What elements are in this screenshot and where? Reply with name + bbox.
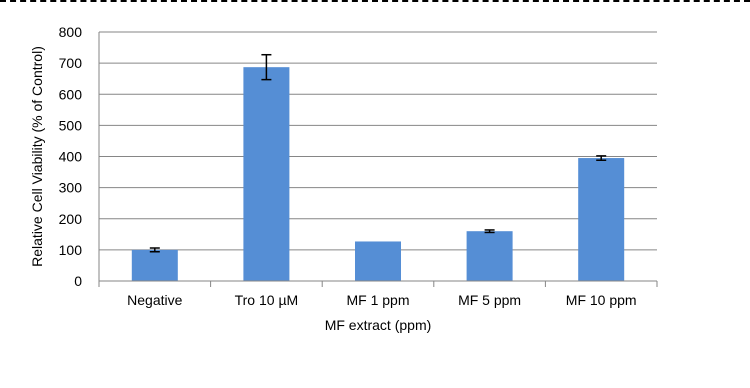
x-category-label: MF 1 ppm xyxy=(346,292,409,308)
y-tick-label: 100 xyxy=(59,242,83,258)
axes xyxy=(98,32,658,287)
top-dashed-border xyxy=(0,0,750,2)
bar xyxy=(355,241,401,281)
x-category-label: Negative xyxy=(127,292,182,308)
x-category-label: Tro 10 µM xyxy=(235,292,299,308)
bar xyxy=(131,249,178,281)
x-category-label: MF 5 ppm xyxy=(458,292,521,308)
y-tick-label: 300 xyxy=(59,180,83,196)
y-tick-label: 800 xyxy=(59,24,83,40)
x-axis-title: MF extract (ppm) xyxy=(325,317,432,333)
y-tick-labels: 0 100 200 300 400 500 600 700 800 xyxy=(59,24,83,289)
y-tick-label: 500 xyxy=(59,117,83,133)
error-bar xyxy=(261,53,272,81)
y-tick-label: 200 xyxy=(59,211,83,227)
bar xyxy=(243,67,290,281)
y-tick-label: 600 xyxy=(59,86,83,102)
gridlines xyxy=(99,31,657,251)
x-category-labels: Negative Tro 10 µM MF 1 ppm MF 5 ppm MF 10 p… xyxy=(127,292,636,308)
error-bar xyxy=(596,155,607,161)
error-bar xyxy=(484,229,495,234)
error-bar xyxy=(149,247,160,253)
y-tick-label: 0 xyxy=(74,273,82,289)
bars xyxy=(131,67,625,281)
y-tick-label: 700 xyxy=(59,55,83,71)
y-tick-label: 400 xyxy=(59,149,83,165)
bar xyxy=(578,158,625,281)
bar xyxy=(466,231,513,281)
x-category-label: MF 10 ppm xyxy=(566,292,637,308)
error-bars xyxy=(149,53,607,253)
y-axis-title: Relative Cell Viability (% of Control) xyxy=(29,46,45,267)
